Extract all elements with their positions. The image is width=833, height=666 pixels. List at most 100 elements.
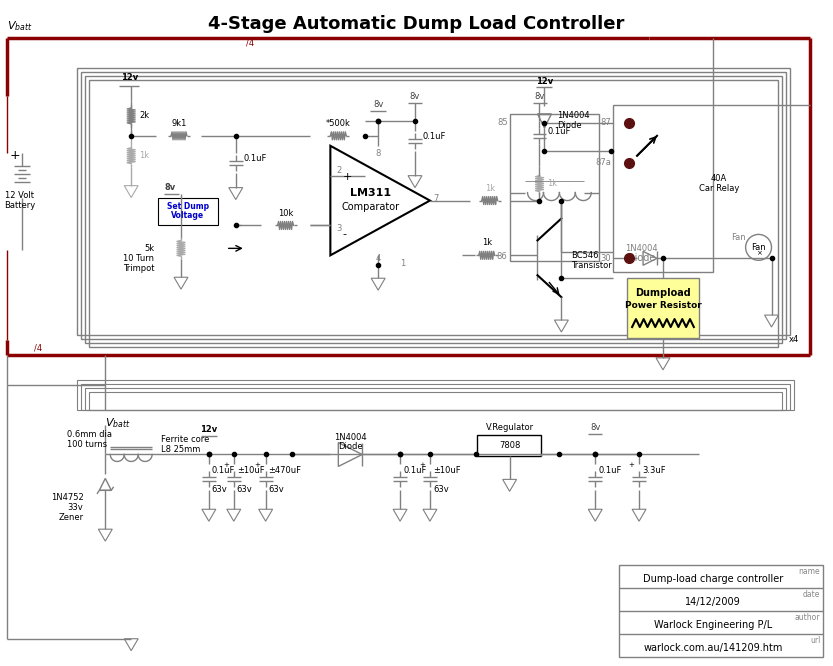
Text: name: name — [799, 567, 821, 576]
Bar — [86, 76, 782, 343]
Text: 63v: 63v — [237, 485, 252, 494]
Text: 100 turns: 100 turns — [67, 440, 107, 449]
Text: $V_{batt}$: $V_{batt}$ — [7, 19, 32, 33]
Bar — [89, 80, 779, 347]
Text: x4: x4 — [789, 336, 799, 344]
Text: 1k: 1k — [139, 151, 149, 161]
Text: date: date — [803, 590, 821, 599]
Bar — [82, 384, 791, 410]
Bar — [86, 388, 786, 410]
Text: /4: /4 — [33, 344, 42, 352]
Text: ±10uF: ±10uF — [433, 466, 461, 475]
Text: Ferrite core: Ferrite core — [161, 435, 209, 444]
Text: +: + — [342, 172, 352, 182]
Text: 12v: 12v — [200, 425, 217, 434]
Bar — [476, 435, 541, 456]
Text: 12v: 12v — [122, 73, 138, 81]
Text: Diode: Diode — [557, 121, 582, 131]
Text: Fan: Fan — [731, 233, 746, 242]
Text: 87: 87 — [601, 119, 611, 127]
Text: LM311: LM311 — [350, 188, 391, 198]
Text: 5k: 5k — [144, 244, 154, 253]
Text: 0.1uF: 0.1uF — [423, 133, 446, 141]
Text: 3: 3 — [337, 224, 342, 233]
Text: Diode: Diode — [627, 253, 656, 263]
Text: /4: /4 — [246, 39, 254, 48]
Text: 1N4004: 1N4004 — [334, 433, 367, 442]
Text: +: + — [419, 462, 425, 468]
Text: 1k: 1k — [485, 184, 495, 192]
Text: Battery: Battery — [4, 201, 35, 210]
Text: Zener: Zener — [58, 513, 83, 521]
Bar — [82, 72, 786, 339]
Text: Car Relay: Car Relay — [699, 184, 739, 193]
Text: 87a: 87a — [596, 159, 611, 167]
Text: Trimpot: Trimpot — [122, 264, 154, 273]
Bar — [77, 68, 791, 335]
Text: Voltage: Voltage — [172, 211, 205, 220]
Text: 2: 2 — [337, 166, 342, 175]
Text: 1k: 1k — [481, 238, 491, 247]
Text: 63v: 63v — [433, 485, 449, 494]
Text: 8v: 8v — [373, 101, 383, 109]
Text: 1: 1 — [400, 259, 406, 268]
Text: 12v: 12v — [536, 77, 553, 85]
Bar — [158, 198, 218, 226]
Text: Fan: Fan — [751, 243, 766, 252]
Text: 7: 7 — [433, 194, 438, 203]
Text: 85: 85 — [497, 119, 507, 127]
Text: L8 25mm: L8 25mm — [161, 445, 201, 454]
Text: 4: 4 — [375, 254, 381, 263]
Text: 1N4752: 1N4752 — [51, 493, 83, 501]
Bar — [89, 392, 782, 410]
Text: url: url — [810, 636, 821, 645]
Text: +: + — [628, 462, 634, 468]
Bar — [627, 278, 699, 338]
Text: 1k: 1k — [547, 179, 557, 188]
Text: author: author — [795, 613, 821, 622]
Text: 0.1uF: 0.1uF — [547, 127, 571, 137]
Text: +: + — [255, 462, 261, 468]
Text: 2k: 2k — [139, 111, 149, 121]
Text: 0.1uF: 0.1uF — [403, 466, 426, 475]
Text: 63v: 63v — [268, 485, 284, 494]
Text: 12 Volt: 12 Volt — [5, 191, 34, 200]
Text: BC546: BC546 — [571, 251, 599, 260]
Text: -: - — [342, 229, 347, 239]
Text: 3.3uF: 3.3uF — [642, 466, 666, 475]
Text: ±10uF: ±10uF — [237, 466, 264, 475]
Text: Comparator: Comparator — [342, 202, 399, 212]
Text: 4-Stage Automatic Dump Load Controller: 4-Stage Automatic Dump Load Controller — [207, 15, 624, 33]
Text: Dump-load charge controller: Dump-load charge controller — [643, 574, 783, 584]
Text: ±470uF: ±470uF — [268, 466, 302, 475]
Bar — [77, 380, 795, 410]
Bar — [619, 565, 823, 657]
Text: 40A: 40A — [711, 174, 727, 183]
Text: 7808: 7808 — [499, 441, 521, 450]
Text: 8: 8 — [375, 149, 381, 159]
Text: 0.6mm dia: 0.6mm dia — [67, 430, 112, 439]
Text: Diode: Diode — [338, 442, 362, 451]
Text: 8v: 8v — [410, 93, 420, 101]
Bar — [510, 114, 599, 261]
Text: Set Dump: Set Dump — [167, 202, 209, 211]
Text: Warlock Engineering P/L: Warlock Engineering P/L — [654, 620, 772, 630]
Text: 86: 86 — [496, 252, 507, 261]
Text: 33v: 33v — [67, 503, 83, 511]
Text: 10 Turn: 10 Turn — [123, 254, 154, 263]
Text: +: + — [10, 149, 20, 163]
Text: 8v: 8v — [590, 423, 601, 432]
Text: 8v: 8v — [164, 183, 175, 192]
Text: 0.1uF: 0.1uF — [212, 466, 235, 475]
Text: 30: 30 — [601, 254, 611, 263]
Text: 63v: 63v — [212, 485, 227, 494]
Text: *500k: *500k — [326, 119, 351, 128]
Text: 0.1uF: 0.1uF — [244, 155, 267, 163]
Text: $V_{batt}$: $V_{batt}$ — [105, 417, 131, 430]
Text: 1N4004: 1N4004 — [625, 244, 657, 253]
Bar — [613, 105, 713, 272]
Text: 14/12/2009: 14/12/2009 — [686, 597, 741, 607]
Text: Power Resistor: Power Resistor — [625, 300, 701, 310]
Text: 1N4004: 1N4004 — [557, 111, 590, 121]
Text: 0.1uF: 0.1uF — [598, 466, 621, 475]
